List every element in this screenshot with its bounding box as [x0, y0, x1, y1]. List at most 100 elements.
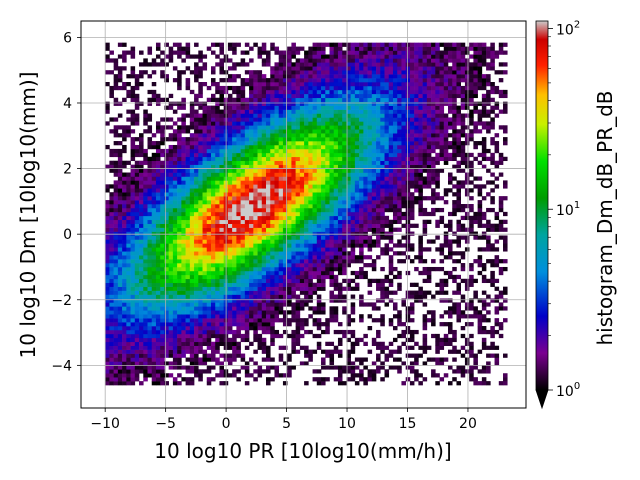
heatmap-cell [160, 137, 165, 142]
heatmap-cell [350, 377, 356, 382]
heatmap-cell [122, 294, 127, 299]
heatmap-cell [333, 85, 339, 91]
heatmap-cell [244, 82, 250, 87]
heatmap-cell [117, 306, 123, 311]
heatmap-cell [304, 54, 309, 59]
heatmap-cell [346, 377, 351, 382]
heatmap-cell [139, 278, 144, 284]
heatmap-cell [122, 144, 127, 150]
heatmap-cell [143, 121, 148, 126]
heatmap-cell [291, 62, 296, 67]
heatmap-cell [333, 196, 339, 201]
heatmap-cell [321, 247, 326, 252]
heatmap-cell [354, 282, 360, 287]
heatmap-cell [308, 255, 313, 260]
heatmap-cell [325, 266, 330, 272]
heatmap-cell [291, 341, 296, 346]
heatmap-cell [253, 282, 258, 287]
heatmap-cell [177, 373, 182, 378]
heatmap-cell [316, 310, 322, 315]
heatmap-cell [261, 200, 267, 205]
heatmap-cell [240, 274, 246, 280]
heatmap-cell [155, 180, 161, 185]
heatmap-cell [232, 318, 237, 323]
heatmap-cell [257, 215, 263, 221]
heatmap-cell [371, 184, 377, 189]
heatmap-cell [295, 298, 301, 303]
heatmap-cell [316, 82, 322, 87]
heatmap-cell [155, 227, 161, 232]
heatmap-cell [240, 333, 246, 339]
heatmap-cell [117, 310, 123, 315]
heatmap-cell [304, 251, 309, 256]
heatmap-cell [392, 46, 398, 51]
heatmap-cell [392, 117, 398, 122]
heatmap-cell [359, 196, 364, 201]
heatmap-cell [172, 318, 178, 323]
heatmap-cell [185, 164, 191, 169]
heatmap-cell [219, 259, 224, 264]
heatmap-cell [346, 282, 351, 287]
heatmap-cell [151, 270, 157, 276]
heatmap-cell [236, 176, 241, 181]
heatmap-cell [240, 270, 246, 276]
heatmap-cell [261, 329, 267, 335]
heatmap-cell [215, 361, 220, 366]
heatmap-cell [329, 204, 335, 209]
heatmap-cell [266, 164, 271, 169]
heatmap-cell [380, 318, 385, 323]
heatmap-cell [266, 298, 271, 303]
heatmap-cell [240, 251, 246, 256]
heatmap-cell [388, 278, 394, 284]
heatmap-cell [143, 337, 148, 343]
heatmap-cell [325, 243, 330, 248]
heatmap-cell [160, 148, 165, 154]
heatmap-cell [240, 231, 246, 236]
heatmap-cell [122, 160, 127, 165]
heatmap-cell [109, 278, 114, 284]
heatmap-cell [236, 298, 241, 303]
heatmap-cell [337, 381, 343, 386]
heatmap-cell [134, 196, 140, 201]
heatmap-cell [337, 215, 343, 221]
heatmap-cell [371, 369, 377, 374]
heatmap-cell [299, 290, 305, 295]
heatmap-cell [249, 168, 254, 173]
heatmap-cell [185, 306, 191, 311]
heatmap-cell [291, 243, 296, 248]
heatmap-cell [168, 310, 174, 315]
heatmap-cell [160, 373, 165, 378]
heatmap-cell [122, 251, 127, 256]
heatmap-cell [172, 196, 178, 201]
heatmap-cell [266, 58, 271, 63]
heatmap-cell [177, 46, 182, 51]
heatmap-cell [388, 204, 394, 209]
heatmap-cell [244, 282, 250, 287]
heatmap-cell [312, 310, 318, 315]
heatmap-cell [329, 58, 335, 63]
heatmap-cell [185, 318, 191, 323]
heatmap-cell [261, 144, 267, 150]
heatmap-cell [194, 184, 199, 189]
heatmap-cell [202, 306, 208, 311]
heatmap-cell [189, 266, 195, 272]
heatmap-cell [151, 251, 157, 256]
heatmap-cell [219, 78, 224, 83]
heatmap-cell [274, 215, 280, 221]
heatmap-cell [155, 266, 161, 272]
heatmap-cell [164, 176, 169, 181]
heatmap-cell [371, 337, 377, 343]
heatmap-cell [257, 223, 263, 228]
heatmap-cell [219, 109, 224, 114]
heatmap-cell [304, 227, 309, 232]
heatmap-cell [134, 93, 140, 99]
heatmap-cell [291, 251, 296, 256]
heatmap-cell [295, 196, 301, 201]
heatmap-cell [397, 310, 402, 315]
heatmap-cell [139, 188, 144, 193]
heatmap-cell [240, 188, 246, 193]
heatmap-cell [155, 369, 161, 374]
heatmap-cell [291, 188, 296, 193]
heatmap-cell [325, 211, 330, 217]
heatmap-cell [215, 270, 220, 276]
